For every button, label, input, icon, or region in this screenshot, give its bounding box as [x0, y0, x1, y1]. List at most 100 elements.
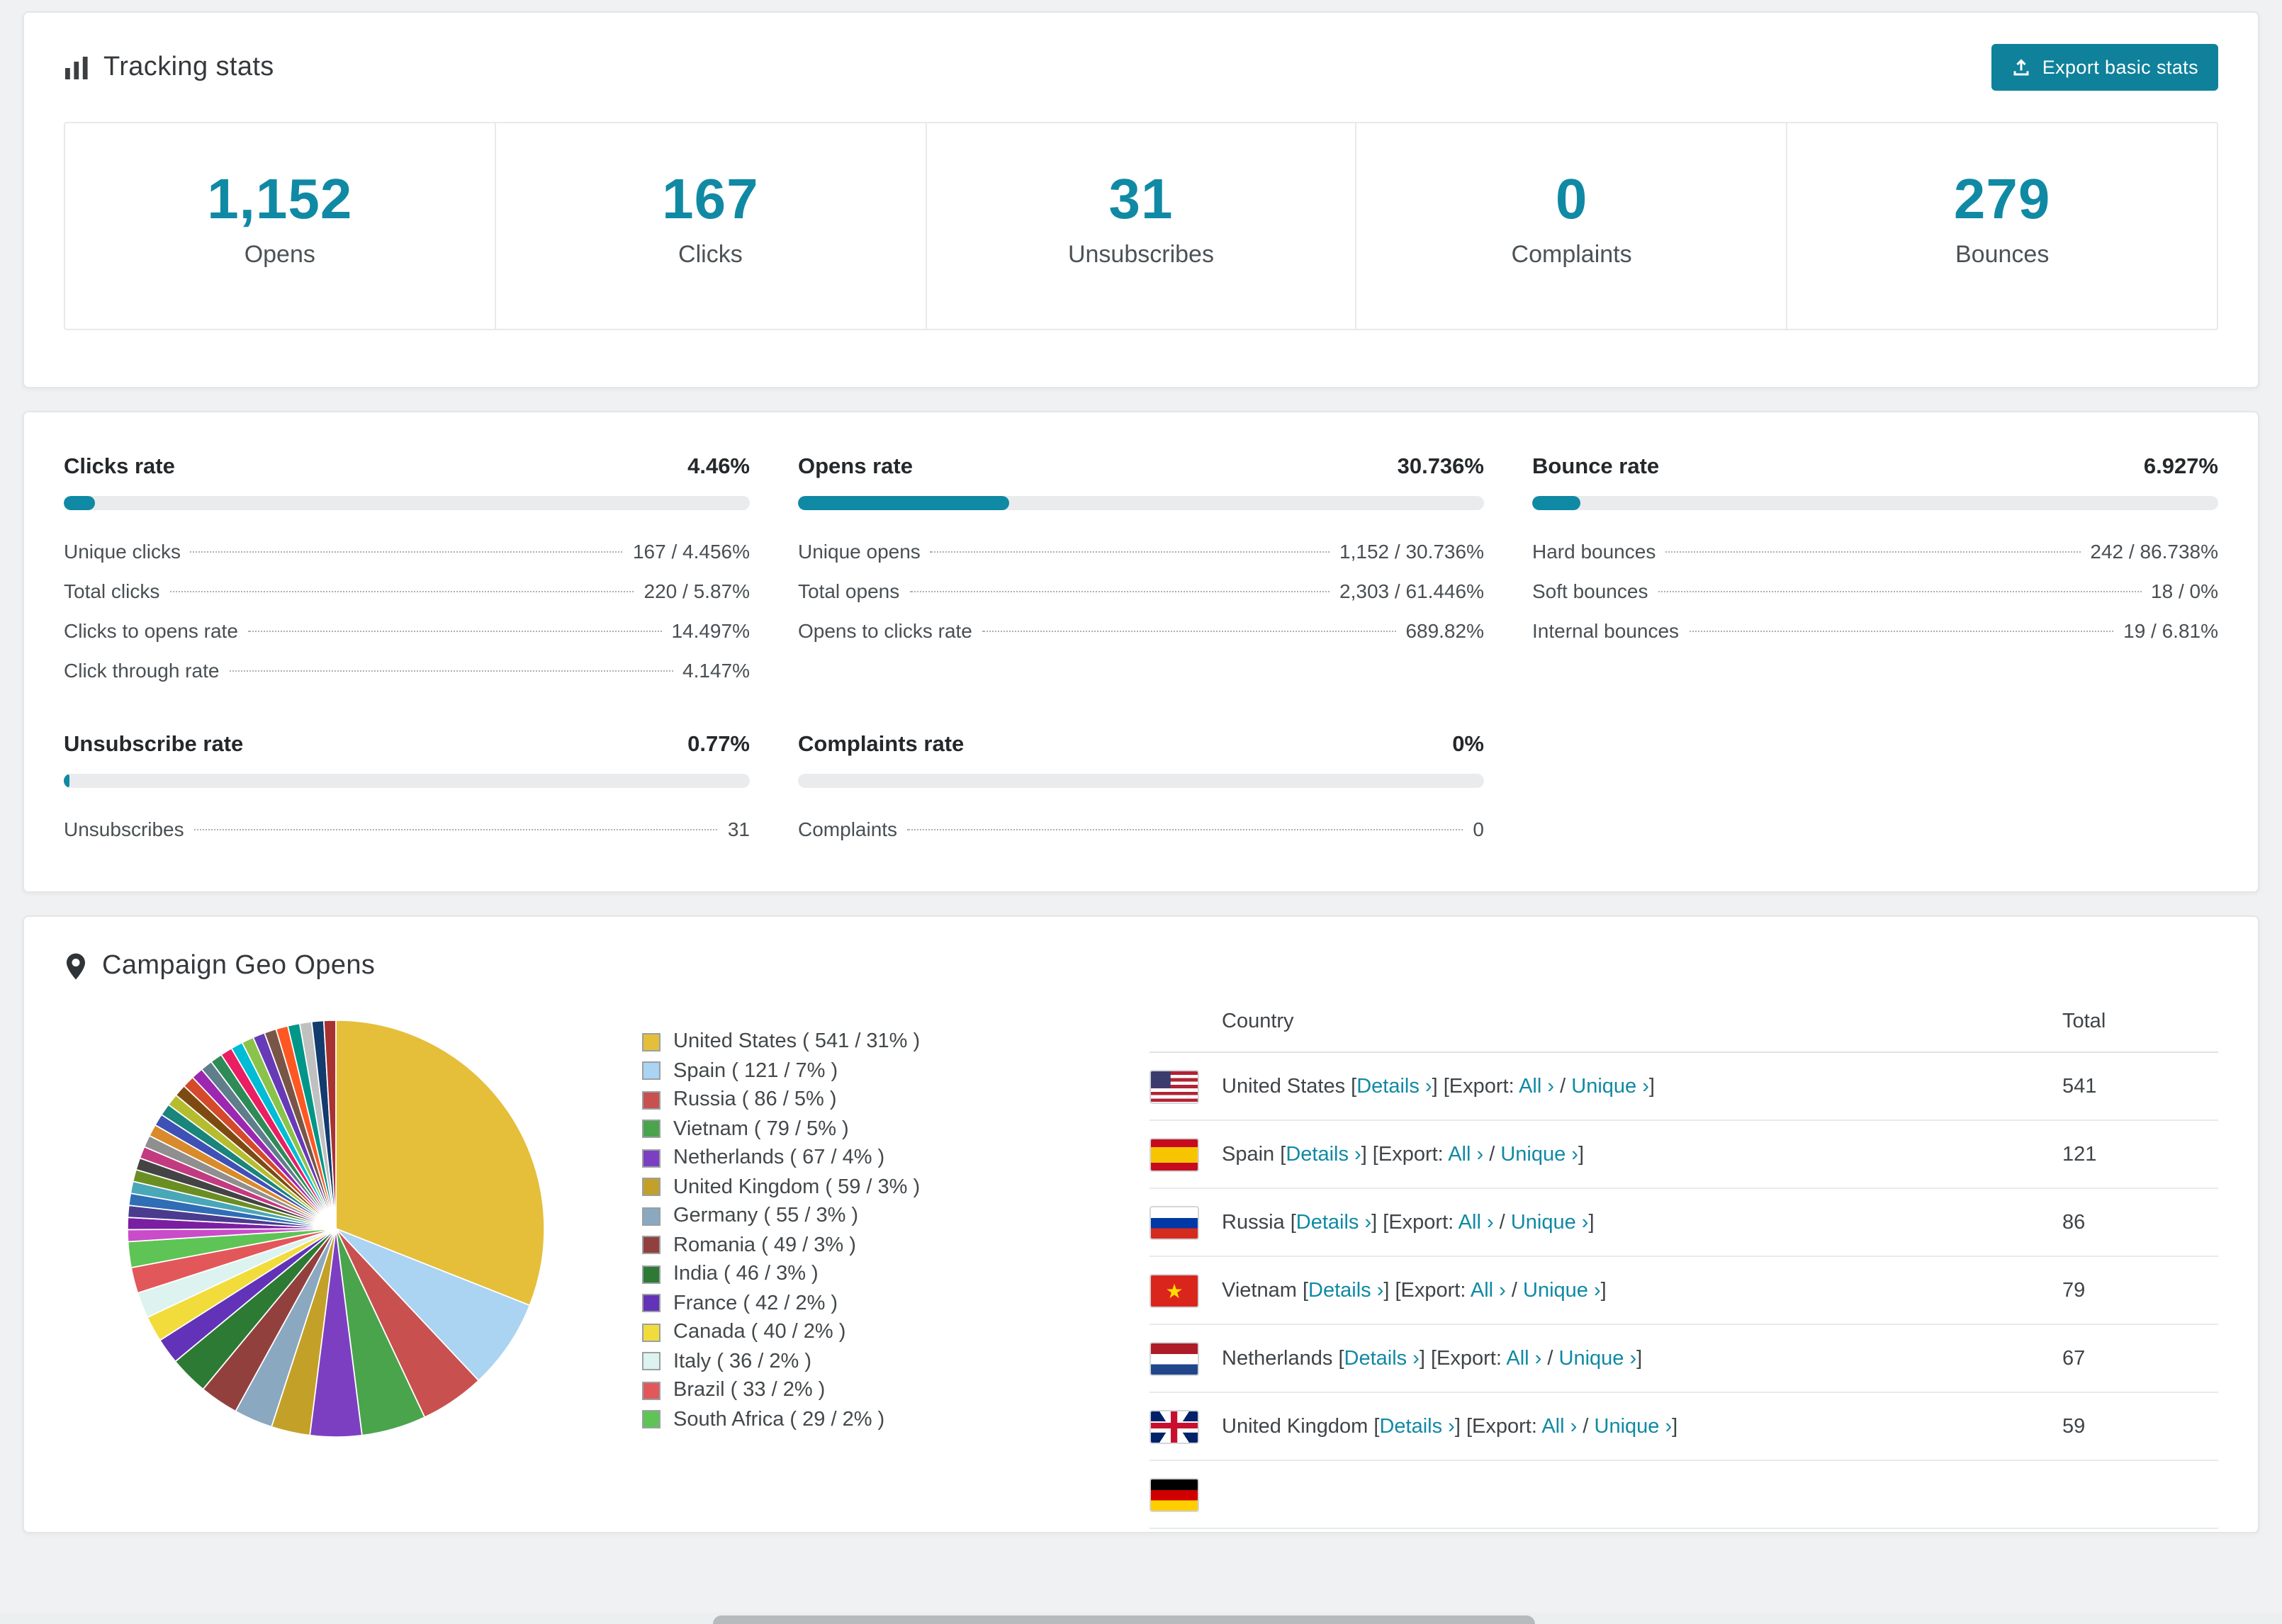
geo-content: United States ( 541 / 31% ) Spain ( 121 /…: [64, 996, 2218, 1529]
flag-icon-vn: [1150, 1273, 1199, 1307]
stat-line-click-through-rate: Click through rate 4.147%: [64, 650, 750, 690]
flag-icon-de: [1150, 1477, 1199, 1511]
export-basic-stats-button[interactable]: Export basic stats: [1991, 44, 2218, 91]
rate-title: Opens rate: [798, 455, 913, 479]
legend-label: South Africa ( 29 / 2% ): [673, 1408, 885, 1431]
rate-value: 30.736%: [1397, 455, 1484, 479]
stat-line-label: Hard bounces: [1532, 540, 1656, 563]
export-all-link[interactable]: All ›: [1458, 1211, 1494, 1234]
stat-line-soft-bounces: Soft bounces 18 / 0%: [1532, 571, 2218, 611]
stat-line-unique-opens: Unique opens 1,152 / 30.736%: [798, 531, 1484, 571]
legend-label: Vietnam ( 79 / 5% ): [673, 1117, 849, 1140]
legend-swatch: [642, 1265, 661, 1284]
country-name: Spain: [1222, 1143, 1281, 1166]
stat-line-value: 19 / 6.81%: [2123, 619, 2218, 642]
country-name: Russia: [1222, 1211, 1291, 1234]
stat-line-unsubscribes: Unsubscribes 31: [64, 809, 750, 849]
legend-swatch: [642, 1090, 661, 1110]
export-all-link[interactable]: All ›: [1506, 1347, 1542, 1370]
legend-label: Germany ( 55 / 3% ): [673, 1205, 859, 1227]
horizontal-scrollbar-track[interactable]: [0, 1613, 2282, 1624]
dotted-leader: [907, 829, 1463, 830]
legend-label: Spain ( 121 / 7% ): [673, 1059, 838, 1082]
stat-value: 167: [662, 169, 759, 231]
rate-title: Unsubscribe rate: [64, 733, 244, 757]
export-all-link[interactable]: All ›: [1541, 1415, 1578, 1438]
total-cell: 67: [2062, 1347, 2086, 1370]
stat-cell-bounces: 279 Bounces: [1786, 123, 2217, 329]
country-name: United States: [1222, 1075, 1351, 1098]
total-cell: 86: [2062, 1211, 2086, 1234]
rates-card: Clicks rate 4.46% Unique clicks 167 / 4.456…: [23, 411, 2259, 893]
details-link[interactable]: Details ›: [1286, 1143, 1361, 1166]
tracking-stats-title: Tracking stats: [103, 52, 274, 81]
location-pin-icon: [64, 952, 88, 981]
export-all-link[interactable]: All ›: [1470, 1279, 1506, 1302]
export-unique-link[interactable]: Unique ›: [1571, 1075, 1649, 1098]
stat-line-unique-clicks: Unique clicks 167 / 4.456%: [64, 531, 750, 571]
legend-swatch: [642, 1352, 661, 1371]
flag-icon-gb: [1150, 1409, 1199, 1443]
export-all-link[interactable]: All ›: [1448, 1143, 1484, 1166]
legend-swatch: [642, 1323, 661, 1342]
details-link[interactable]: Details ›: [1344, 1347, 1420, 1370]
stat-line-opens-to-clicks-rate: Opens to clicks rate 689.82%: [798, 611, 1484, 650]
legend-item-italy: Italy ( 36 / 2% ): [642, 1347, 1067, 1376]
progress-bar: [798, 496, 1484, 510]
legend-swatch: [642, 1207, 661, 1226]
rate-block-complaints-rate: Complaints rate 0% Complaints 0: [798, 733, 1484, 849]
legend-swatch: [642, 1061, 661, 1081]
stat-line-label: Click through rate: [64, 659, 220, 682]
legend-item-canada: Canada ( 40 / 2% ): [642, 1318, 1067, 1347]
export-unique-link[interactable]: Unique ›: [1500, 1143, 1578, 1166]
export-unique-link[interactable]: Unique ›: [1523, 1279, 1601, 1302]
table-row-netherlands: Netherlands [Details ›] [Export: All › /…: [1150, 1325, 2218, 1393]
stat-label: Clicks: [678, 241, 743, 268]
progress-bar: [64, 496, 750, 510]
export-unique-link[interactable]: Unique ›: [1594, 1415, 1673, 1438]
stat-label: Opens: [244, 241, 315, 268]
stat-line-value: 220 / 5.87%: [643, 580, 750, 602]
details-link[interactable]: Details ›: [1356, 1075, 1432, 1098]
stat-line-total-opens: Total opens 2,303 / 61.446%: [798, 571, 1484, 611]
legend-label: United States ( 541 / 31% ): [673, 1030, 921, 1053]
stat-cell-complaints: 0 Complaints: [1355, 123, 1787, 329]
export-all-link[interactable]: All ›: [1519, 1075, 1555, 1098]
details-link[interactable]: Details ›: [1308, 1279, 1384, 1302]
stat-line-label: Total clicks: [64, 580, 160, 602]
bar-chart-icon: [64, 55, 89, 80]
legend-label: Netherlands ( 67 / 4% ): [673, 1146, 885, 1169]
rate-block-clicks-rate: Clicks rate 4.46% Unique clicks 167 / 4.456…: [64, 455, 750, 690]
stat-label: Complaints: [1511, 241, 1632, 268]
export-unique-link[interactable]: Unique ›: [1558, 1347, 1637, 1370]
rate-value: 4.46%: [687, 455, 750, 479]
stat-line-value: 242 / 86.738%: [2090, 540, 2218, 563]
legend-swatch: [642, 1149, 661, 1168]
rates-grid: Clicks rate 4.46% Unique clicks 167 / 4.456…: [64, 455, 2218, 849]
stat-cell-unsubscribes: 31 Unsubscribes: [925, 123, 1356, 329]
legend-label: Romania ( 49 / 3% ): [673, 1234, 856, 1256]
stat-line-value: 4.147%: [682, 659, 750, 682]
legend-label: Italy ( 36 / 2% ): [673, 1350, 812, 1372]
horizontal-scrollbar-thumb[interactable]: [713, 1615, 1535, 1624]
dotted-leader: [229, 670, 673, 672]
legend-swatch: [642, 1236, 661, 1255]
details-link[interactable]: Details ›: [1295, 1211, 1372, 1234]
dotted-leader: [1689, 631, 2114, 632]
legend-item-united-kingdom: United Kingdom ( 59 / 3% ): [642, 1173, 1067, 1202]
flag-icon-ru: [1150, 1205, 1199, 1239]
pie-column: [123, 996, 563, 1529]
page: Tracking stats Export basic stats 1,152 O…: [0, 11, 2282, 1624]
details-link[interactable]: Details ›: [1379, 1415, 1455, 1438]
stats-row: 1,152 Opens 167 Clicks 31 Unsubscribes 0 Compla…: [64, 122, 2218, 330]
stat-line-value: 1,152 / 30.736%: [1339, 540, 1484, 563]
stat-value: 1,152: [207, 169, 353, 231]
legend-label: Canada ( 40 / 2% ): [673, 1321, 846, 1343]
export-unique-link[interactable]: Unique ›: [1510, 1211, 1589, 1234]
legend-swatch: [642, 1381, 661, 1400]
legend-item-germany: Germany ( 55 / 3% ): [642, 1202, 1067, 1231]
stat-line-label: Internal bounces: [1532, 619, 1680, 642]
stat-line-internal-bounces: Internal bounces 19 / 6.81%: [1532, 611, 2218, 650]
dotted-leader: [1658, 591, 2142, 592]
pie-legend: United States ( 541 / 31% ) Spain ( 121 /…: [642, 996, 1067, 1529]
